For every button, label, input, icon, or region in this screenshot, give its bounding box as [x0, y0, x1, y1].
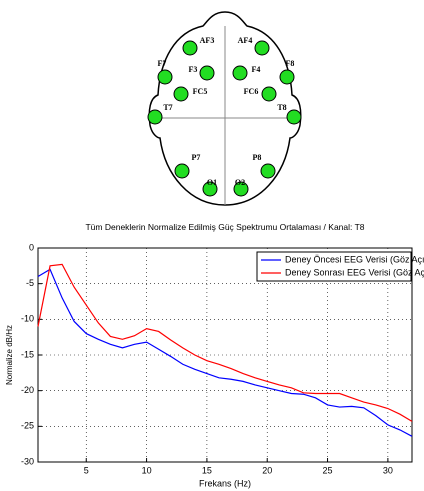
electrode: [173, 86, 189, 102]
electrode-label: T8: [277, 103, 286, 112]
y-tick-label: -30: [21, 456, 34, 466]
electrode: [147, 109, 163, 125]
electrode-label: FC6: [244, 87, 259, 96]
electrode-label: F3: [189, 65, 198, 74]
y-tick-label: -20: [21, 385, 34, 395]
electrode-label: F4: [252, 65, 261, 74]
electrode-label: F8: [286, 59, 295, 68]
head-diagram: [148, 11, 302, 206]
legend-box: [256, 251, 412, 282]
electrode-label: P7: [192, 153, 201, 162]
electrode: [286, 109, 302, 125]
electrode: [260, 163, 276, 179]
electrode-label: FC5: [193, 87, 208, 96]
x-tick-label: 30: [383, 465, 393, 475]
electrode: [233, 181, 249, 197]
electrode: [261, 86, 277, 102]
y-tick-label: 0: [29, 242, 34, 252]
electrode-label: T7: [163, 103, 172, 112]
y-tick-label: -5: [26, 278, 34, 288]
electrode: [157, 69, 173, 85]
electrode: [279, 69, 295, 85]
electrode-label: F7: [158, 59, 167, 68]
y-axis-label: Normalize dB/Hz: [5, 325, 14, 385]
series-line: [37, 263, 413, 422]
chart-title: Tüm Deneklerin Normalize Edilmiş Güç Spe…: [85, 222, 365, 232]
plot-frame: [37, 247, 413, 463]
y-tick-label: -15: [21, 349, 34, 359]
x-tick-label: 10: [142, 465, 152, 475]
electrode-label: AF3: [200, 36, 215, 45]
legend-label: Deney Öncesi EEG Verisi (Göz Açık): [285, 254, 424, 264]
y-tick-label: -10: [21, 314, 34, 324]
electrodes: AF3 AF4 F7 F8 F3 F4 FC5 FC6 T7 T8 P7 P8 O1 O2: [147, 36, 302, 197]
electrode: [254, 40, 270, 56]
series-line: [37, 268, 413, 437]
electrode-label: P8: [253, 153, 262, 162]
electrode: [182, 40, 198, 56]
x-axis-label: Frekans (Hz): [199, 478, 251, 488]
chart: -30 -25 -20 -15 -10 -5 0 5 10 15 20 25 30 Frekans (Hz…: [5, 242, 424, 488]
electrode-label: AF4: [238, 36, 253, 45]
x-tick-label: 25: [323, 465, 333, 475]
electrode: [199, 65, 215, 81]
y-tick-label: -25: [21, 421, 34, 431]
electrode: [174, 163, 190, 179]
x-tick-label: 15: [202, 465, 212, 475]
electrode: [202, 181, 218, 197]
electrode-label: O2: [235, 178, 245, 187]
x-tick-label: 20: [262, 465, 272, 475]
x-tick-label: 5: [84, 465, 89, 475]
electrode-label: O1: [207, 178, 217, 187]
legend-label: Deney Sonrası EEG Verisi (Göz Açık): [285, 267, 424, 277]
electrode: [232, 65, 248, 81]
